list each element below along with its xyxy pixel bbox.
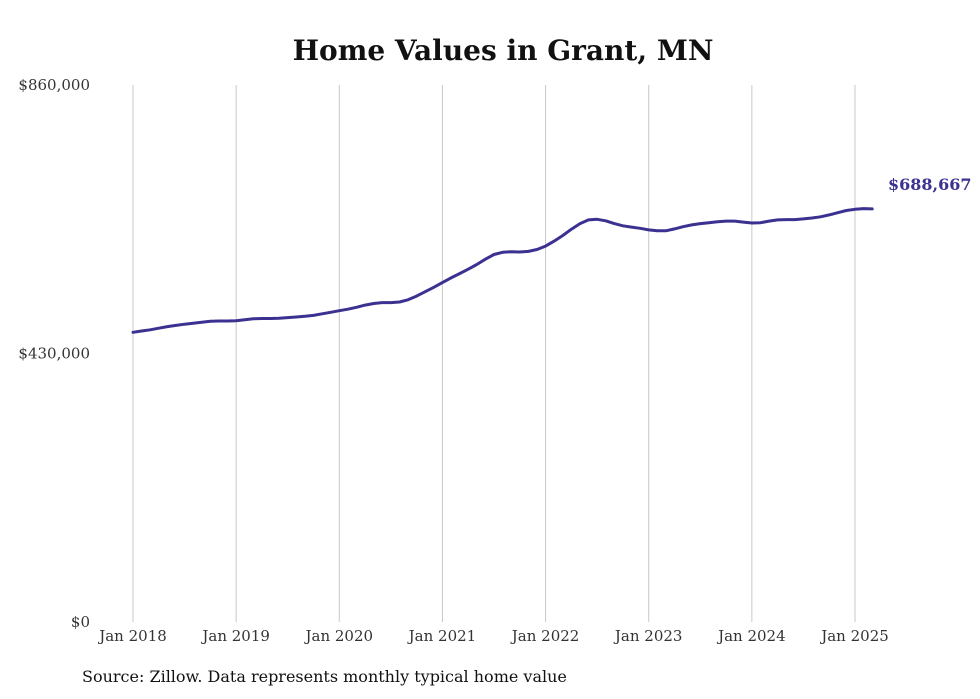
x-tick-label: Jan 2020 bbox=[304, 627, 374, 645]
y-tick-label: $0 bbox=[71, 613, 90, 631]
x-tick-label: Jan 2022 bbox=[510, 627, 580, 645]
x-tick-label: Jan 2019 bbox=[200, 627, 270, 645]
grid-lines bbox=[132, 85, 856, 622]
series-line bbox=[131, 207, 874, 334]
chart-title: Home Values in Grant, MN bbox=[293, 34, 714, 67]
x-tick-label: Jan 2021 bbox=[407, 627, 477, 645]
source-note: Source: Zillow. Data represents monthly … bbox=[82, 667, 567, 686]
end-value-label: $688,667 bbox=[888, 175, 972, 194]
series-layer bbox=[131, 207, 874, 334]
y-tick-label: $860,000 bbox=[18, 76, 90, 94]
x-tick-label: Jan 2023 bbox=[613, 627, 683, 645]
y-tick-label: $430,000 bbox=[18, 345, 90, 363]
x-tick-label: Jan 2025 bbox=[819, 627, 889, 645]
x-tick-label: Jan 2024 bbox=[716, 627, 786, 645]
y-axis-ticks: $0 $430,000 $860,000 bbox=[18, 76, 90, 631]
x-tick-label: Jan 2018 bbox=[97, 627, 167, 645]
x-axis-ticks: Jan 2018 Jan 2019 Jan 2020 Jan 2021 Jan 2022… bbox=[97, 627, 889, 645]
